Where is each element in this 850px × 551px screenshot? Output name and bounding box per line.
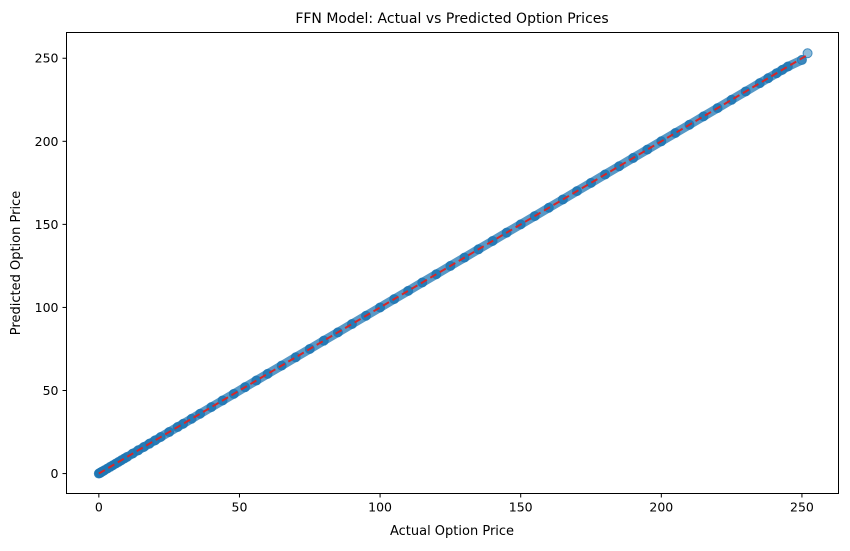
x-tick-label: 0 (95, 500, 103, 515)
y-tick-label: 250 (35, 51, 59, 66)
x-axis-ticks: 0 50 100 150 200 250 (95, 494, 814, 515)
x-tick-label: 100 (368, 500, 392, 515)
x-tick-label: 200 (649, 500, 673, 515)
y-tick-label: 50 (43, 383, 59, 398)
x-tick-label: 250 (790, 500, 814, 515)
x-tick-label: 150 (509, 500, 533, 515)
reference-line (99, 55, 808, 474)
x-tick-label: 50 (232, 500, 248, 515)
x-axis-label: Actual Option Price (390, 524, 514, 539)
y-tick-label: 200 (35, 134, 59, 149)
y-axis-ticks: 0 50 100 150 200 250 (35, 51, 67, 481)
chart-title: FFN Model: Actual vs Predicted Option Pr… (295, 11, 608, 27)
y-tick-label: 100 (35, 300, 59, 315)
y-axis-label: Predicted Option Price (9, 191, 24, 335)
plot-area (94, 49, 812, 478)
y-tick-label: 0 (51, 466, 59, 481)
y-tick-label: 150 (35, 217, 59, 232)
